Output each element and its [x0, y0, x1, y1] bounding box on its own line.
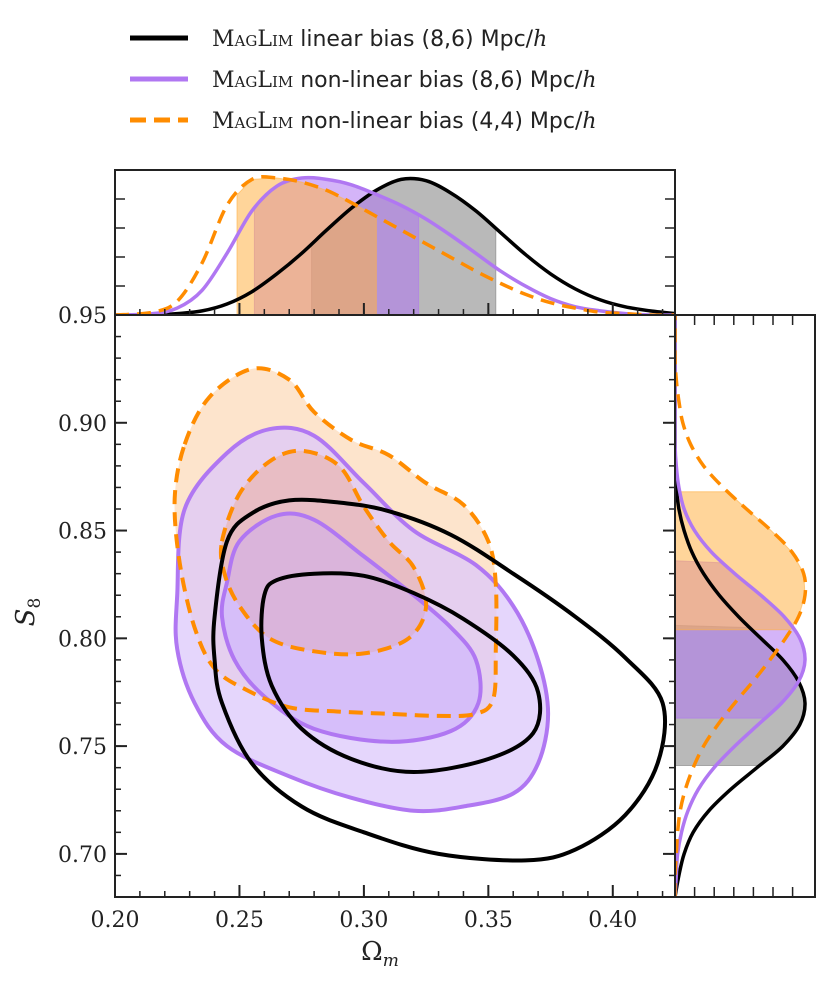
contour68-line-series-3: [218, 448, 429, 657]
joint-contours: [172, 366, 667, 863]
legend-label-text: non-linear bias (4,4) Mpc/: [293, 109, 583, 134]
legend-label-1: MagLim linear bias (8,6) Mpc/h: [212, 27, 547, 52]
legend-label-unit: h: [533, 27, 547, 52]
legend-label-name: MagLim: [212, 68, 293, 93]
x-axis-label-sub: m: [383, 951, 399, 971]
y-tick-label: 0.80: [58, 627, 107, 652]
legend-label-text: non-linear bias (8,6) Mpc/: [293, 68, 583, 93]
y-tick-label: 0.90: [58, 412, 107, 437]
contour68-fill-series-2: [221, 513, 481, 742]
y-tick-label: 0.70: [58, 843, 107, 868]
x-axis-label-base: Ω: [361, 937, 383, 967]
y-axis-label-base: S: [11, 609, 41, 627]
marginal-omega-m-panel: [115, 175, 675, 315]
y-tick-label: 0.85: [58, 520, 107, 545]
marginal-s8-curve-2: [675, 315, 807, 897]
legend-label-unit: h: [582, 109, 596, 134]
y-axis-label-sub: 8: [25, 598, 45, 609]
legend-label-name: MagLim: [212, 27, 293, 52]
marginal-omega-m-curve-3: [115, 175, 675, 315]
legend-label-2: MagLim non-linear bias (8,6) Mpc/h: [212, 68, 597, 93]
legend-label-text: linear bias (8,6) Mpc/: [293, 27, 533, 52]
x-tick-label: 0.20: [91, 908, 140, 933]
x-axis-label: Ωm: [361, 937, 399, 971]
x-tick-label: 0.25: [215, 908, 264, 933]
legend-label-name: MagLim: [212, 109, 293, 134]
marginal-s8-frame: [674, 314, 816, 898]
marginal-omega-m-curve-1: [115, 176, 675, 315]
marginal-omega-m-curve-2: [115, 175, 675, 315]
x-tick-label: 0.40: [588, 908, 637, 933]
axes-ticks: 0.20 0.25 0.30 0.35 0.40 0.70 0.75 0.80 0.85 0.90…: [58, 198, 794, 933]
marginal-s8-curve-3: [675, 315, 808, 897]
marginal-s8-panel: [675, 315, 808, 897]
x-tick-label: 0.30: [339, 908, 388, 933]
contour95-line-series-3: [172, 366, 499, 719]
y-axis-label: S8: [11, 598, 45, 627]
x-tick-label: 0.35: [464, 908, 513, 933]
y-tick-label: 0.95: [58, 304, 107, 329]
contour68-line-series-1: [259, 571, 543, 774]
contour95-line-series-1: [211, 497, 667, 863]
legend-label-3: MagLim non-linear bias (4,4) Mpc/h: [212, 109, 597, 134]
contour68-tint-series-2: [221, 513, 481, 742]
y-tick-label: 0.75: [58, 735, 107, 760]
contour68-tint-series-3: [220, 450, 427, 655]
marginal-s8-curve-1: [675, 315, 807, 897]
contour68-line-series-2: [219, 511, 483, 744]
legend-label-unit: h: [582, 68, 596, 93]
